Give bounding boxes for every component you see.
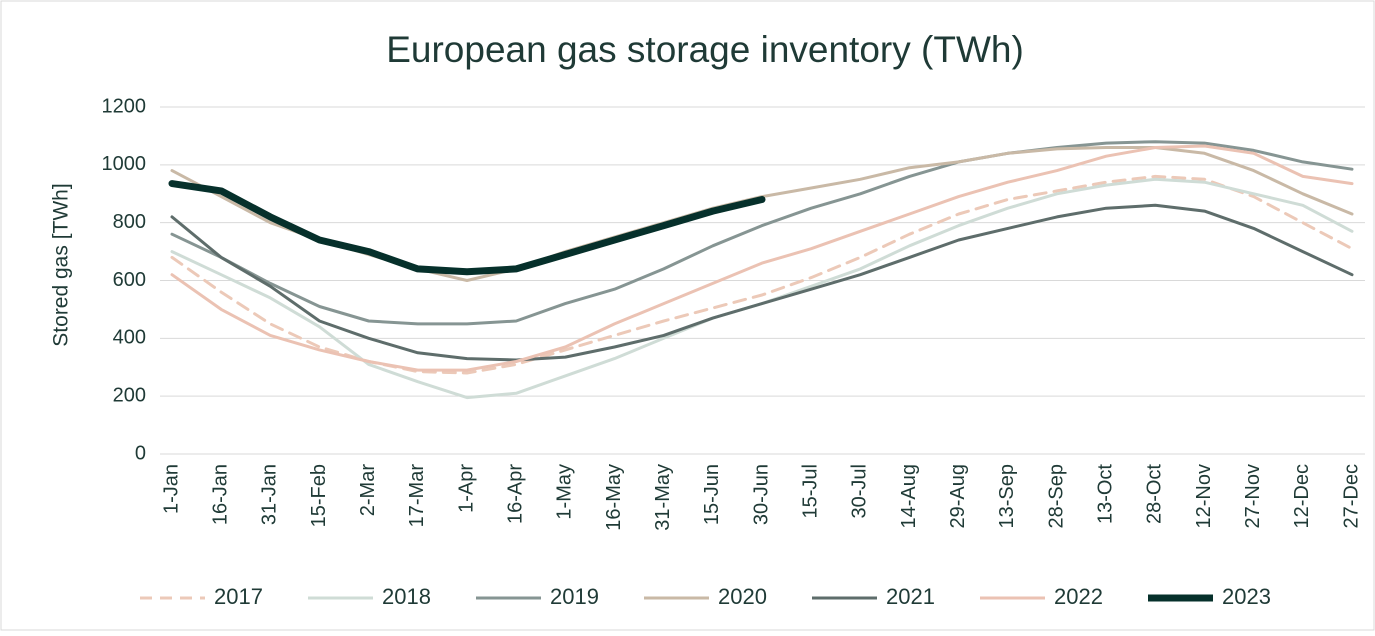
series-line	[170, 203, 1354, 362]
x-tick-label: 16-Jan	[209, 464, 231, 525]
x-tick-label: 2-Mar	[357, 464, 379, 517]
y-tick-label: 800	[113, 211, 146, 233]
x-tick-label: 30-Jul	[849, 464, 871, 518]
x-tick-label: 15-Feb	[308, 464, 330, 527]
y-tick-label: 1000	[102, 153, 147, 175]
legend-label: 2022	[1054, 584, 1103, 609]
series-line	[170, 140, 1354, 326]
x-tick-label: 17-Mar	[406, 464, 428, 528]
series-line	[170, 144, 1354, 372]
legend-label: 2020	[718, 584, 767, 609]
y-tick-label: 200	[113, 384, 146, 406]
y-tick-label: 600	[113, 269, 146, 291]
x-tick-label: 12-Nov	[1193, 464, 1215, 528]
x-tick-label: 16-May	[603, 464, 625, 531]
legend-label: 2023	[1222, 584, 1271, 609]
x-tick-label: 27-Dec	[1340, 464, 1362, 528]
x-tick-label: 1-Apr	[455, 464, 477, 513]
x-tick-label: 29-Aug	[947, 464, 969, 529]
x-tick-label: 31-May	[652, 464, 674, 531]
x-tick-label: 28-Oct	[1144, 464, 1166, 524]
chart-title: European gas storage inventory (TWh)	[386, 29, 1024, 70]
legend-label: 2021	[886, 584, 935, 609]
legend-label: 2017	[214, 584, 263, 609]
x-tick-label: 30-Jun	[750, 464, 772, 525]
x-tick-label: 16-Apr	[504, 464, 526, 524]
x-tick-label: 27-Nov	[1242, 464, 1264, 528]
legend-label: 2018	[382, 584, 431, 609]
x-tick-label: 1-Jan	[160, 464, 182, 514]
x-tick-label: 14-Aug	[898, 464, 920, 529]
x-tick-label: 13-Oct	[1094, 464, 1116, 524]
x-tick-label: 15-Jul	[799, 464, 821, 518]
x-tick-label: 15-Jun	[701, 464, 723, 525]
x-tick-label: 12-Dec	[1291, 464, 1313, 528]
y-tick-label: 400	[113, 327, 146, 349]
y-axis-label: Stored gas [TWh]	[50, 183, 73, 346]
legend-label: 2019	[550, 584, 599, 609]
x-tick-label: 13-Sep	[996, 464, 1018, 529]
x-tick-label: 28-Sep	[1045, 464, 1067, 529]
y-tick-label: 0	[135, 442, 146, 464]
y-tick-label: 1200	[102, 95, 147, 117]
series-line	[168, 180, 766, 276]
x-tick-label: 1-May	[554, 464, 576, 520]
x-tick-label: 31-Jan	[259, 464, 281, 525]
